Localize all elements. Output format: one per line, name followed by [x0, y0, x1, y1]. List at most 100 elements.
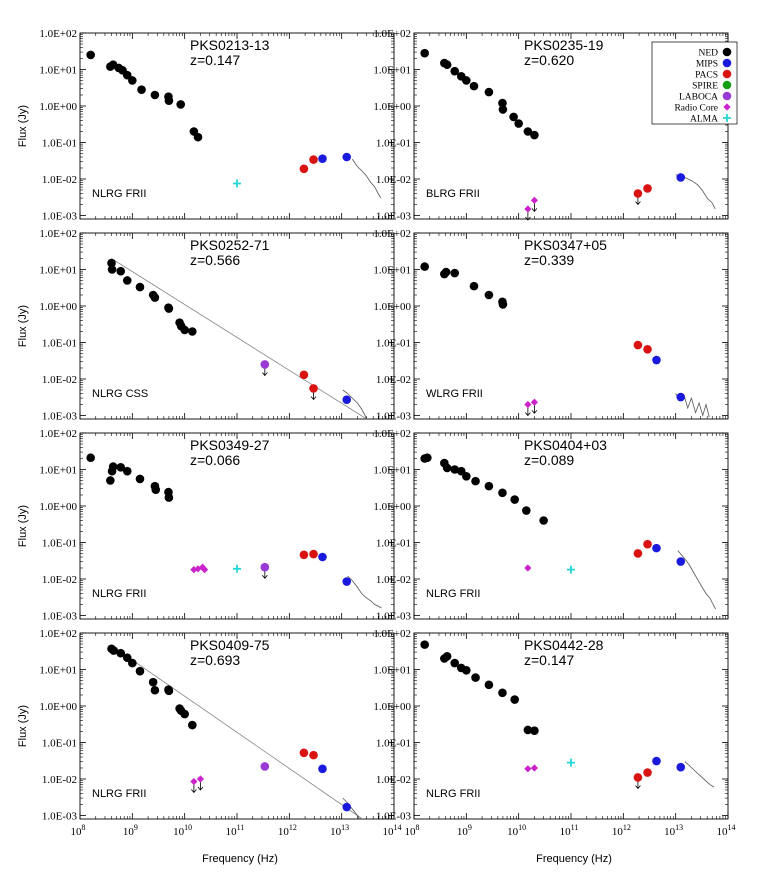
panel-source-name: PKS0442-28 — [524, 637, 604, 653]
point-pacs — [643, 345, 652, 354]
y-tick-label: 1.0E+01 — [39, 664, 77, 676]
point-ned — [509, 112, 518, 122]
point-ned — [109, 646, 118, 655]
point-mips — [342, 395, 352, 405]
point-mips — [676, 392, 686, 402]
point-ned — [498, 300, 508, 309]
legend-label: Radio Core — [674, 104, 718, 114]
point-ned — [442, 463, 452, 473]
y-tick-label: 1.0E+02 — [39, 628, 77, 640]
y-tick-label: 1.0E+01 — [39, 64, 77, 76]
point-ned — [193, 132, 203, 142]
point-ned — [107, 258, 116, 268]
point-ned — [188, 720, 197, 730]
point-pacs — [299, 550, 309, 560]
y-tick-label: 1.0E-01 — [42, 537, 77, 549]
x-tick-exponent: 10 — [518, 823, 526, 832]
point-ned — [150, 293, 160, 302]
x-tick-exponent: 13 — [341, 823, 349, 832]
point-ned — [164, 493, 174, 502]
point-ned — [122, 653, 132, 663]
point-ned — [441, 267, 451, 277]
point-ned — [137, 85, 146, 94]
legend-label: MIPS — [696, 60, 718, 70]
point-ned — [462, 76, 471, 85]
panel-class-label: NLRG FRII — [92, 188, 146, 200]
x-tick-label: 109 — [123, 823, 138, 838]
point-ned — [135, 666, 145, 676]
point-ned — [514, 119, 523, 128]
point-alma — [233, 179, 241, 188]
legend-marker — [723, 114, 731, 122]
point-ned — [522, 506, 531, 515]
legend-label: NED — [698, 49, 718, 59]
irs-spectrum — [351, 158, 382, 199]
point-mips — [318, 552, 327, 562]
point-pacs — [633, 340, 643, 350]
point-mips — [652, 756, 661, 766]
y-tick-label: 1.0E+02 — [373, 628, 411, 640]
x-tick-label: 1013 — [664, 823, 683, 838]
y-tick-label: 1.0E-02 — [376, 374, 411, 386]
y-tick-label: 1.0E-01 — [376, 737, 411, 749]
point-ned — [498, 688, 507, 698]
panel-source-name: PKS0347+05 — [524, 237, 607, 253]
panel-class-label: NLRG FRII — [92, 588, 146, 600]
y-tick-label: 1.0E+00 — [39, 501, 77, 513]
point-mips — [318, 764, 327, 774]
legend-label: ALMA — [690, 115, 718, 125]
point-ned — [107, 265, 117, 274]
legend-marker — [722, 80, 732, 90]
point-ned — [420, 640, 429, 649]
point-ned — [462, 472, 471, 481]
y-axis-title: Flux (Jy) — [17, 705, 29, 747]
x-tick-exponent: 9 — [134, 823, 138, 832]
panel-redshift: z=0.693 — [190, 652, 240, 668]
point-pacs — [309, 750, 318, 760]
panel-redshift: z=0.339 — [524, 252, 574, 268]
legend-label: PACS — [695, 71, 718, 81]
x-tick-exponent: 10 — [184, 823, 192, 832]
x-tick-label: 109 — [457, 823, 472, 838]
y-tick-label: 1.0E+00 — [373, 101, 411, 113]
point-ned — [420, 262, 429, 271]
y-tick-label: 1.0E-03 — [376, 210, 412, 222]
panel-source-name: PKS0235-19 — [524, 37, 604, 53]
point-laboca — [260, 762, 270, 771]
irs-spectrum — [342, 797, 360, 820]
point-mips — [676, 557, 686, 566]
point-pacs — [299, 164, 309, 174]
x-tick-label: 108 — [405, 823, 420, 838]
legend-marker — [722, 69, 732, 79]
point-radio-core — [524, 564, 532, 572]
panel-class-label: NLRG CSS — [92, 388, 148, 400]
panel-1: 1.0E+02 1.0E+01 1.0E+00 1.0E-01 1.0E-02 1.0E-… — [17, 28, 395, 222]
x-tick-label: 1011 — [226, 823, 245, 838]
point-ned — [523, 725, 533, 735]
legend-marker — [722, 58, 732, 68]
point-radio-core — [200, 566, 209, 574]
x-tick-label: 1012 — [612, 823, 631, 838]
y-tick-label: 1.0E-03 — [376, 410, 412, 422]
x-tick-label: 1010 — [173, 823, 192, 838]
x-tick-exponent: 8 — [82, 823, 86, 832]
point-mips — [342, 152, 352, 162]
x-tick-exponent: 13 — [675, 823, 683, 832]
x-tick-label: 1010 — [507, 823, 526, 838]
point-ned — [498, 105, 508, 114]
y-tick-label: 1.0E-03 — [42, 610, 78, 622]
point-radio-core — [530, 196, 539, 204]
x-axis-title-right: Frequency (Hz) — [536, 853, 612, 865]
y-tick-label: 1.0E+00 — [39, 101, 77, 113]
point-mips — [342, 577, 352, 586]
point-radio-core — [524, 765, 532, 773]
y-tick-label: 1.0E+02 — [39, 228, 77, 240]
y-tick-label: 1.0E-03 — [42, 810, 78, 822]
point-ned — [108, 462, 118, 471]
y-tick-label: 1.0E-03 — [42, 410, 78, 422]
y-tick-label: 1.0E-02 — [376, 774, 411, 786]
point-mips — [318, 154, 327, 163]
point-ned — [450, 465, 460, 474]
panel-source-name: PKS0409-75 — [190, 637, 270, 653]
